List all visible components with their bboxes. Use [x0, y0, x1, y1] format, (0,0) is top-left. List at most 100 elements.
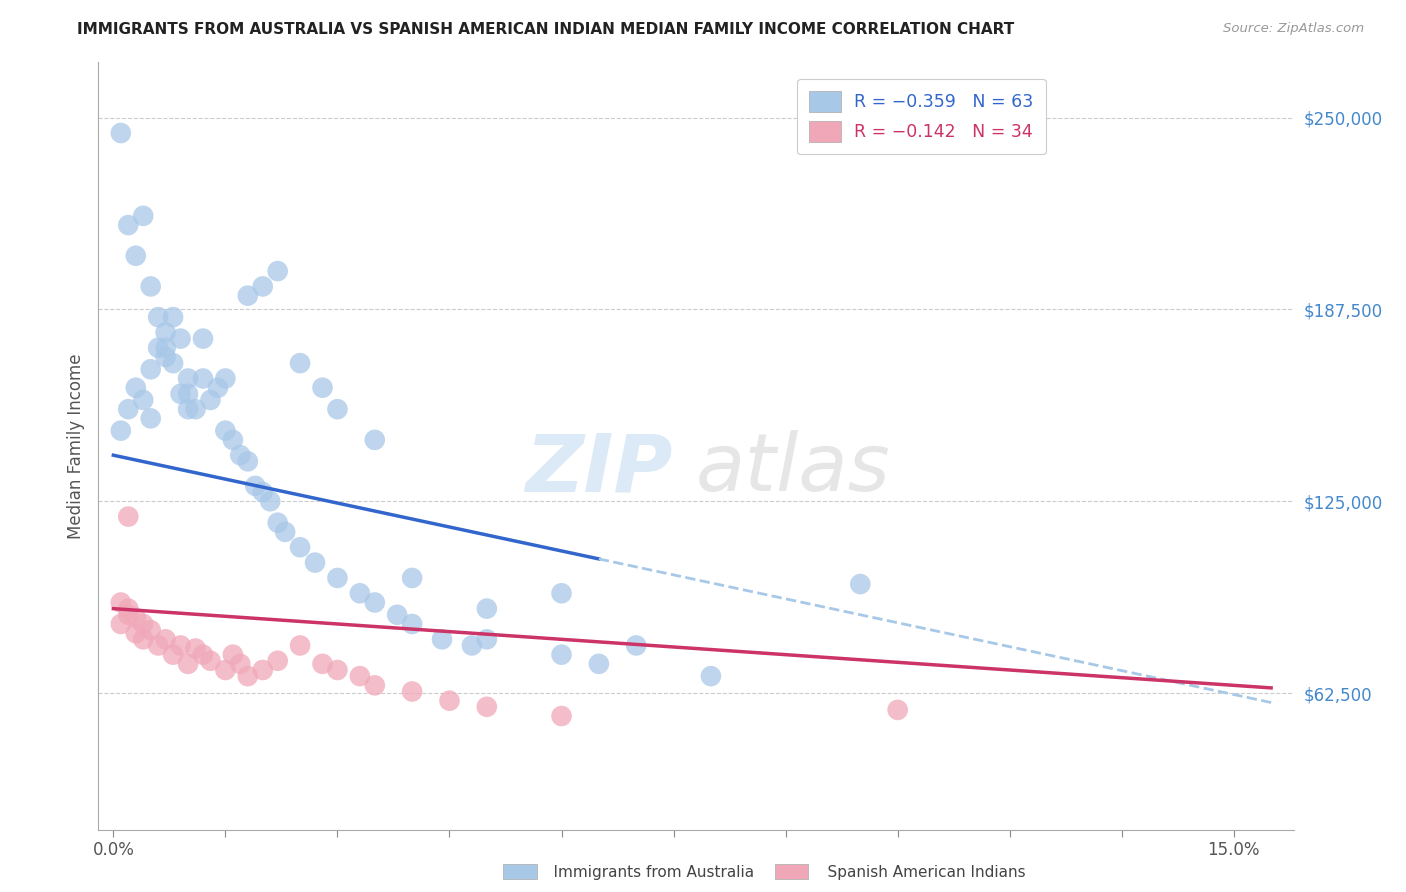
Point [236, 669, 259, 683]
Point [326, 571, 349, 585]
Point [461, 639, 484, 653]
Point [259, 494, 281, 508]
Point [588, 657, 610, 671]
Text: ZIP: ZIP [524, 430, 672, 508]
Text: IMMIGRANTS FROM AUSTRALIA VS SPANISH AMERICAN INDIAN MEDIAN FAMILY INCOME CORREL: IMMIGRANTS FROM AUSTRALIA VS SPANISH AME… [77, 22, 1015, 37]
Point [148, 341, 170, 355]
Point [267, 264, 290, 278]
FancyBboxPatch shape [775, 863, 808, 880]
Point [125, 611, 148, 625]
Point [214, 424, 236, 438]
Point [311, 657, 333, 671]
Point [155, 350, 177, 364]
Point [849, 577, 872, 591]
Point [245, 479, 267, 493]
Point [125, 381, 148, 395]
Point [364, 595, 387, 609]
Point [439, 694, 461, 708]
Point [139, 411, 162, 425]
Text: Spanish American Indians: Spanish American Indians [808, 865, 1026, 880]
Text: Source: ZipAtlas.com: Source: ZipAtlas.com [1223, 22, 1364, 36]
Point [117, 218, 139, 232]
Point [326, 663, 349, 677]
Point [252, 663, 274, 677]
Point [110, 595, 132, 609]
Point [184, 402, 207, 417]
Point [117, 601, 139, 615]
Point [550, 648, 572, 662]
Point [132, 632, 155, 647]
Point [177, 402, 200, 417]
Point [401, 684, 423, 698]
Point [169, 387, 191, 401]
Point [222, 648, 245, 662]
Point [155, 341, 177, 355]
Point [125, 249, 148, 263]
Point [117, 402, 139, 417]
Point [349, 586, 371, 600]
Point [401, 571, 423, 585]
Point [267, 654, 290, 668]
FancyBboxPatch shape [503, 863, 537, 880]
Point [214, 371, 236, 385]
Point [475, 601, 498, 615]
Point [288, 639, 311, 653]
Point [155, 632, 177, 647]
Point [110, 617, 132, 632]
Text: atlas: atlas [696, 430, 891, 508]
Point [148, 639, 170, 653]
Point [200, 654, 222, 668]
Point [125, 626, 148, 640]
Point [311, 381, 333, 395]
Point [229, 448, 252, 462]
Point [184, 641, 207, 656]
Y-axis label: Median Family Income: Median Family Income [66, 353, 84, 539]
Point [304, 556, 326, 570]
Point [191, 648, 214, 662]
Point [132, 617, 155, 632]
Point [326, 402, 349, 417]
Point [475, 699, 498, 714]
Point [191, 371, 214, 385]
Point [148, 310, 170, 325]
Point [169, 639, 191, 653]
Point [169, 332, 191, 346]
Point [162, 310, 184, 325]
Point [139, 362, 162, 376]
Point [626, 639, 648, 653]
Point [550, 709, 572, 723]
Point [886, 703, 908, 717]
Point [139, 279, 162, 293]
Point [252, 279, 274, 293]
Point [132, 392, 155, 407]
Point [110, 424, 132, 438]
Point [252, 485, 274, 500]
Point [177, 387, 200, 401]
Point [349, 669, 371, 683]
Point [222, 433, 245, 447]
Point [214, 663, 236, 677]
Point [155, 326, 177, 340]
Point [191, 332, 214, 346]
Point [401, 617, 423, 632]
Point [700, 669, 723, 683]
Point [364, 433, 387, 447]
Point [207, 381, 229, 395]
Point [274, 524, 297, 539]
Point [177, 657, 200, 671]
Point [229, 657, 252, 671]
Point [385, 607, 409, 622]
Point [117, 509, 139, 524]
Point [236, 454, 259, 468]
Legend: R = −0.359   N = 63, R = −0.142   N = 34: R = −0.359 N = 63, R = −0.142 N = 34 [797, 78, 1046, 154]
Point [288, 356, 311, 370]
Point [288, 541, 311, 555]
Point [139, 623, 162, 637]
Point [162, 356, 184, 370]
Point [132, 209, 155, 223]
Point [364, 678, 387, 692]
Point [430, 632, 453, 647]
Point [550, 586, 572, 600]
Point [110, 126, 132, 140]
Point [117, 607, 139, 622]
